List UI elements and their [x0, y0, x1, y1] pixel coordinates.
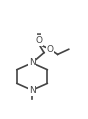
Text: N: N — [29, 86, 35, 95]
Text: O: O — [46, 45, 54, 54]
Text: N: N — [29, 58, 35, 67]
Text: O: O — [35, 36, 42, 45]
